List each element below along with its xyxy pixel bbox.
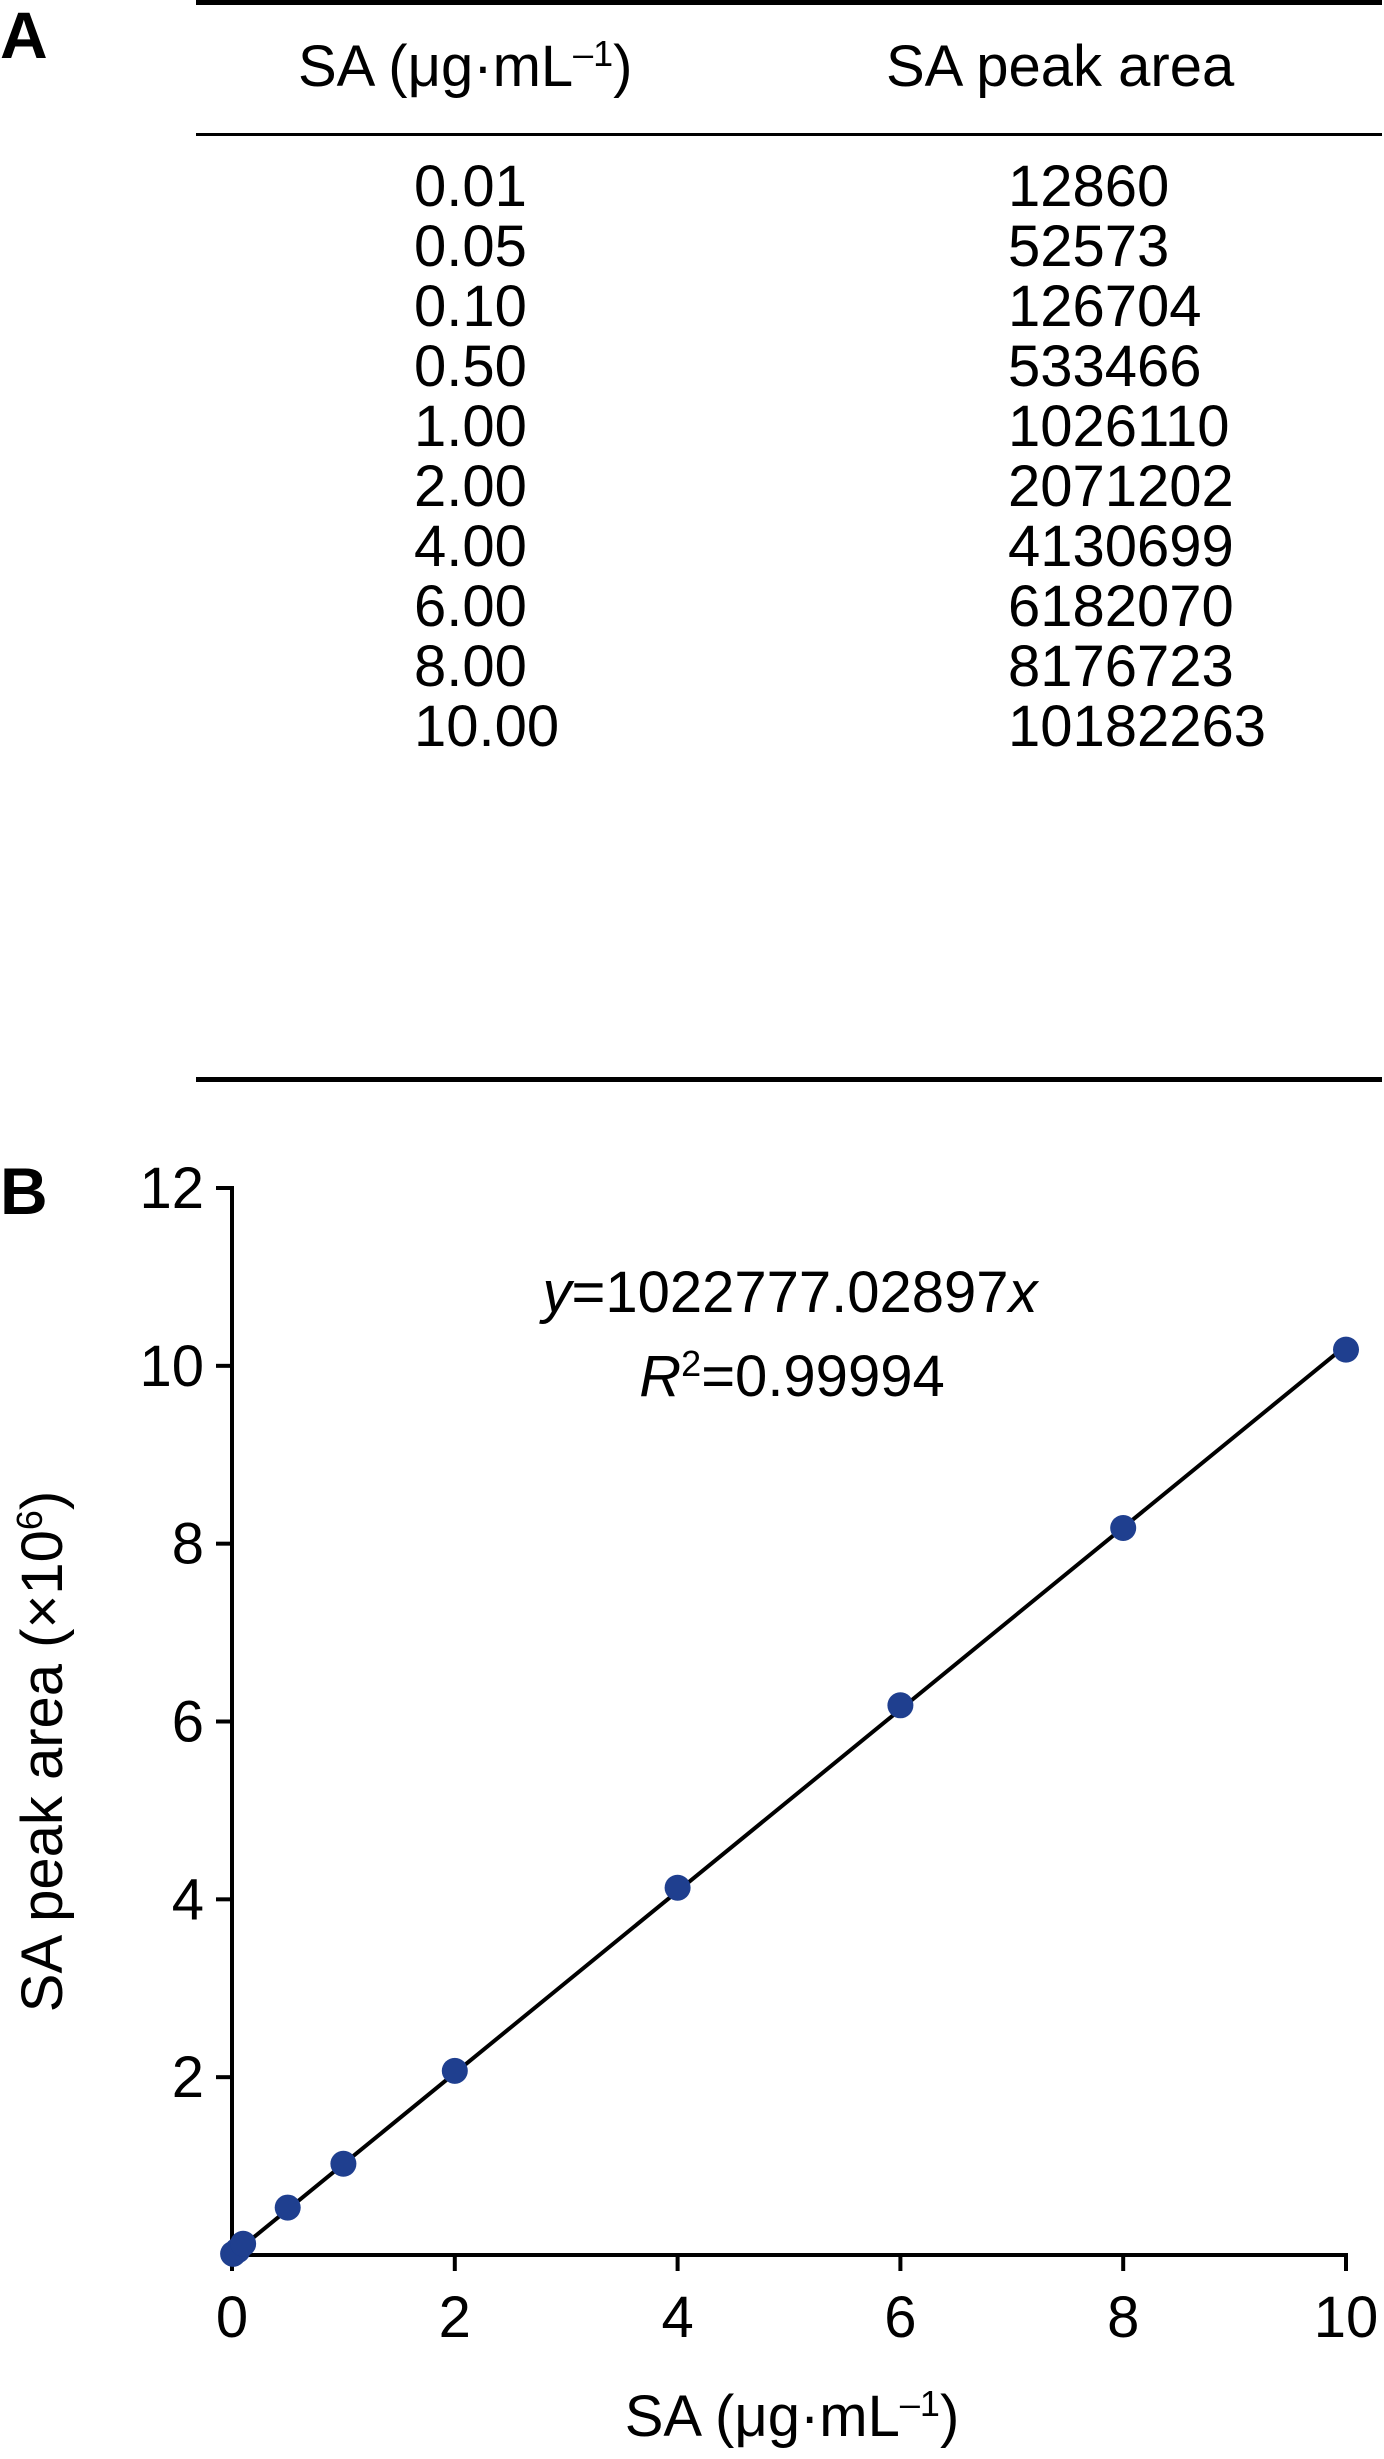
y-tick-label: 2: [172, 2045, 204, 2110]
data-point: [1110, 1514, 1137, 1541]
table-cell-concentration: 0.01: [414, 154, 527, 219]
table-cell-concentration: 6.00: [414, 574, 527, 639]
y-tick-label: 4: [172, 1867, 204, 1932]
table-top-rule: [196, 0, 1382, 5]
table-cell-peak-area: 1026110: [1008, 394, 1230, 459]
table-cell-concentration: 10.00: [414, 694, 560, 759]
x-axis-title: SA (μg·mL–1): [625, 2383, 960, 2450]
y-tick-label: 10: [139, 1334, 204, 1399]
data-point: [1333, 1336, 1359, 1363]
data-point: [330, 2150, 357, 2177]
table-bottom-rule: [196, 1077, 1382, 1082]
table-cell-concentration: 0.05: [414, 214, 527, 279]
data-points: [220, 1336, 1359, 2267]
y-tick-label: 6: [172, 1690, 204, 1755]
table-cell-concentration: 0.10: [414, 274, 527, 339]
table-cell-concentration: 0.50: [414, 334, 527, 399]
y-tick-label: 8: [172, 1512, 204, 1577]
panel-label-b: B: [0, 1154, 48, 1228]
data-point: [441, 2057, 468, 2084]
table-cell-peak-area: 4130699: [1008, 514, 1234, 579]
table-header-peak-area: SA peak area: [886, 34, 1235, 99]
table-cell-peak-area: 8176723: [1008, 634, 1234, 699]
calibration-chart: 0 2 4 6 8 10 2 4 6 8 10 12 y=1022777.02897x R2=0.999…: [9, 1156, 1379, 2449]
table-cell-concentration: 4.00: [414, 514, 527, 579]
chart-labels: y=1022777.02897x R2=0.99994 SA (μg·mL–1) SA…: [9, 1260, 1040, 2449]
fit-line: [230, 1344, 1348, 2257]
r-squared: R2=0.99994: [639, 1343, 944, 1410]
x-tick-label: 8: [1107, 2285, 1139, 2350]
table-cell-concentration: 8.00: [414, 634, 527, 699]
table-cell-peak-area: 6182070: [1008, 574, 1234, 639]
fit-line-group: [230, 1344, 1348, 2257]
x-tick-label: 4: [661, 2285, 693, 2350]
y-axis-title: SA peak area (×106): [9, 1491, 76, 2012]
panel-label-a: A: [0, 0, 48, 72]
table-cell-peak-area: 52573: [1008, 214, 1170, 279]
y-tick-label: 12: [139, 1156, 204, 1221]
data-table: SA (μg·mL–1) SA peak area 0.01 12860 0.05 5…: [196, 0, 1382, 1090]
x-tick-label: 6: [884, 2285, 916, 2350]
x-tick-label: 0: [216, 2285, 248, 2350]
table-cell-peak-area: 126704: [1008, 274, 1202, 339]
table-cell-peak-area: 12860: [1008, 154, 1170, 219]
table-cell-peak-area: 10182263: [1008, 694, 1267, 759]
data-point: [274, 2194, 301, 2221]
chart-ticks: 0 2 4 6 8 10 2 4 6 8 10 12: [139, 1156, 1378, 2350]
x-tick-label: 10: [1314, 2285, 1379, 2350]
table-cell-concentration: 1.00: [414, 394, 527, 459]
table-cell-concentration: 2.00: [414, 454, 527, 519]
fit-equation: y=1022777.02897x: [538, 1260, 1039, 1325]
x-tick-label: 2: [439, 2285, 471, 2350]
data-point: [230, 2230, 257, 2257]
table-header-rule: [196, 133, 1382, 136]
table-cell-peak-area: 533466: [1008, 334, 1202, 399]
data-point: [664, 1874, 691, 1901]
table-header-concentration: SA (μg·mL–1): [298, 33, 633, 99]
data-point: [887, 1692, 914, 1719]
table-cell-peak-area: 2071202: [1008, 454, 1234, 519]
